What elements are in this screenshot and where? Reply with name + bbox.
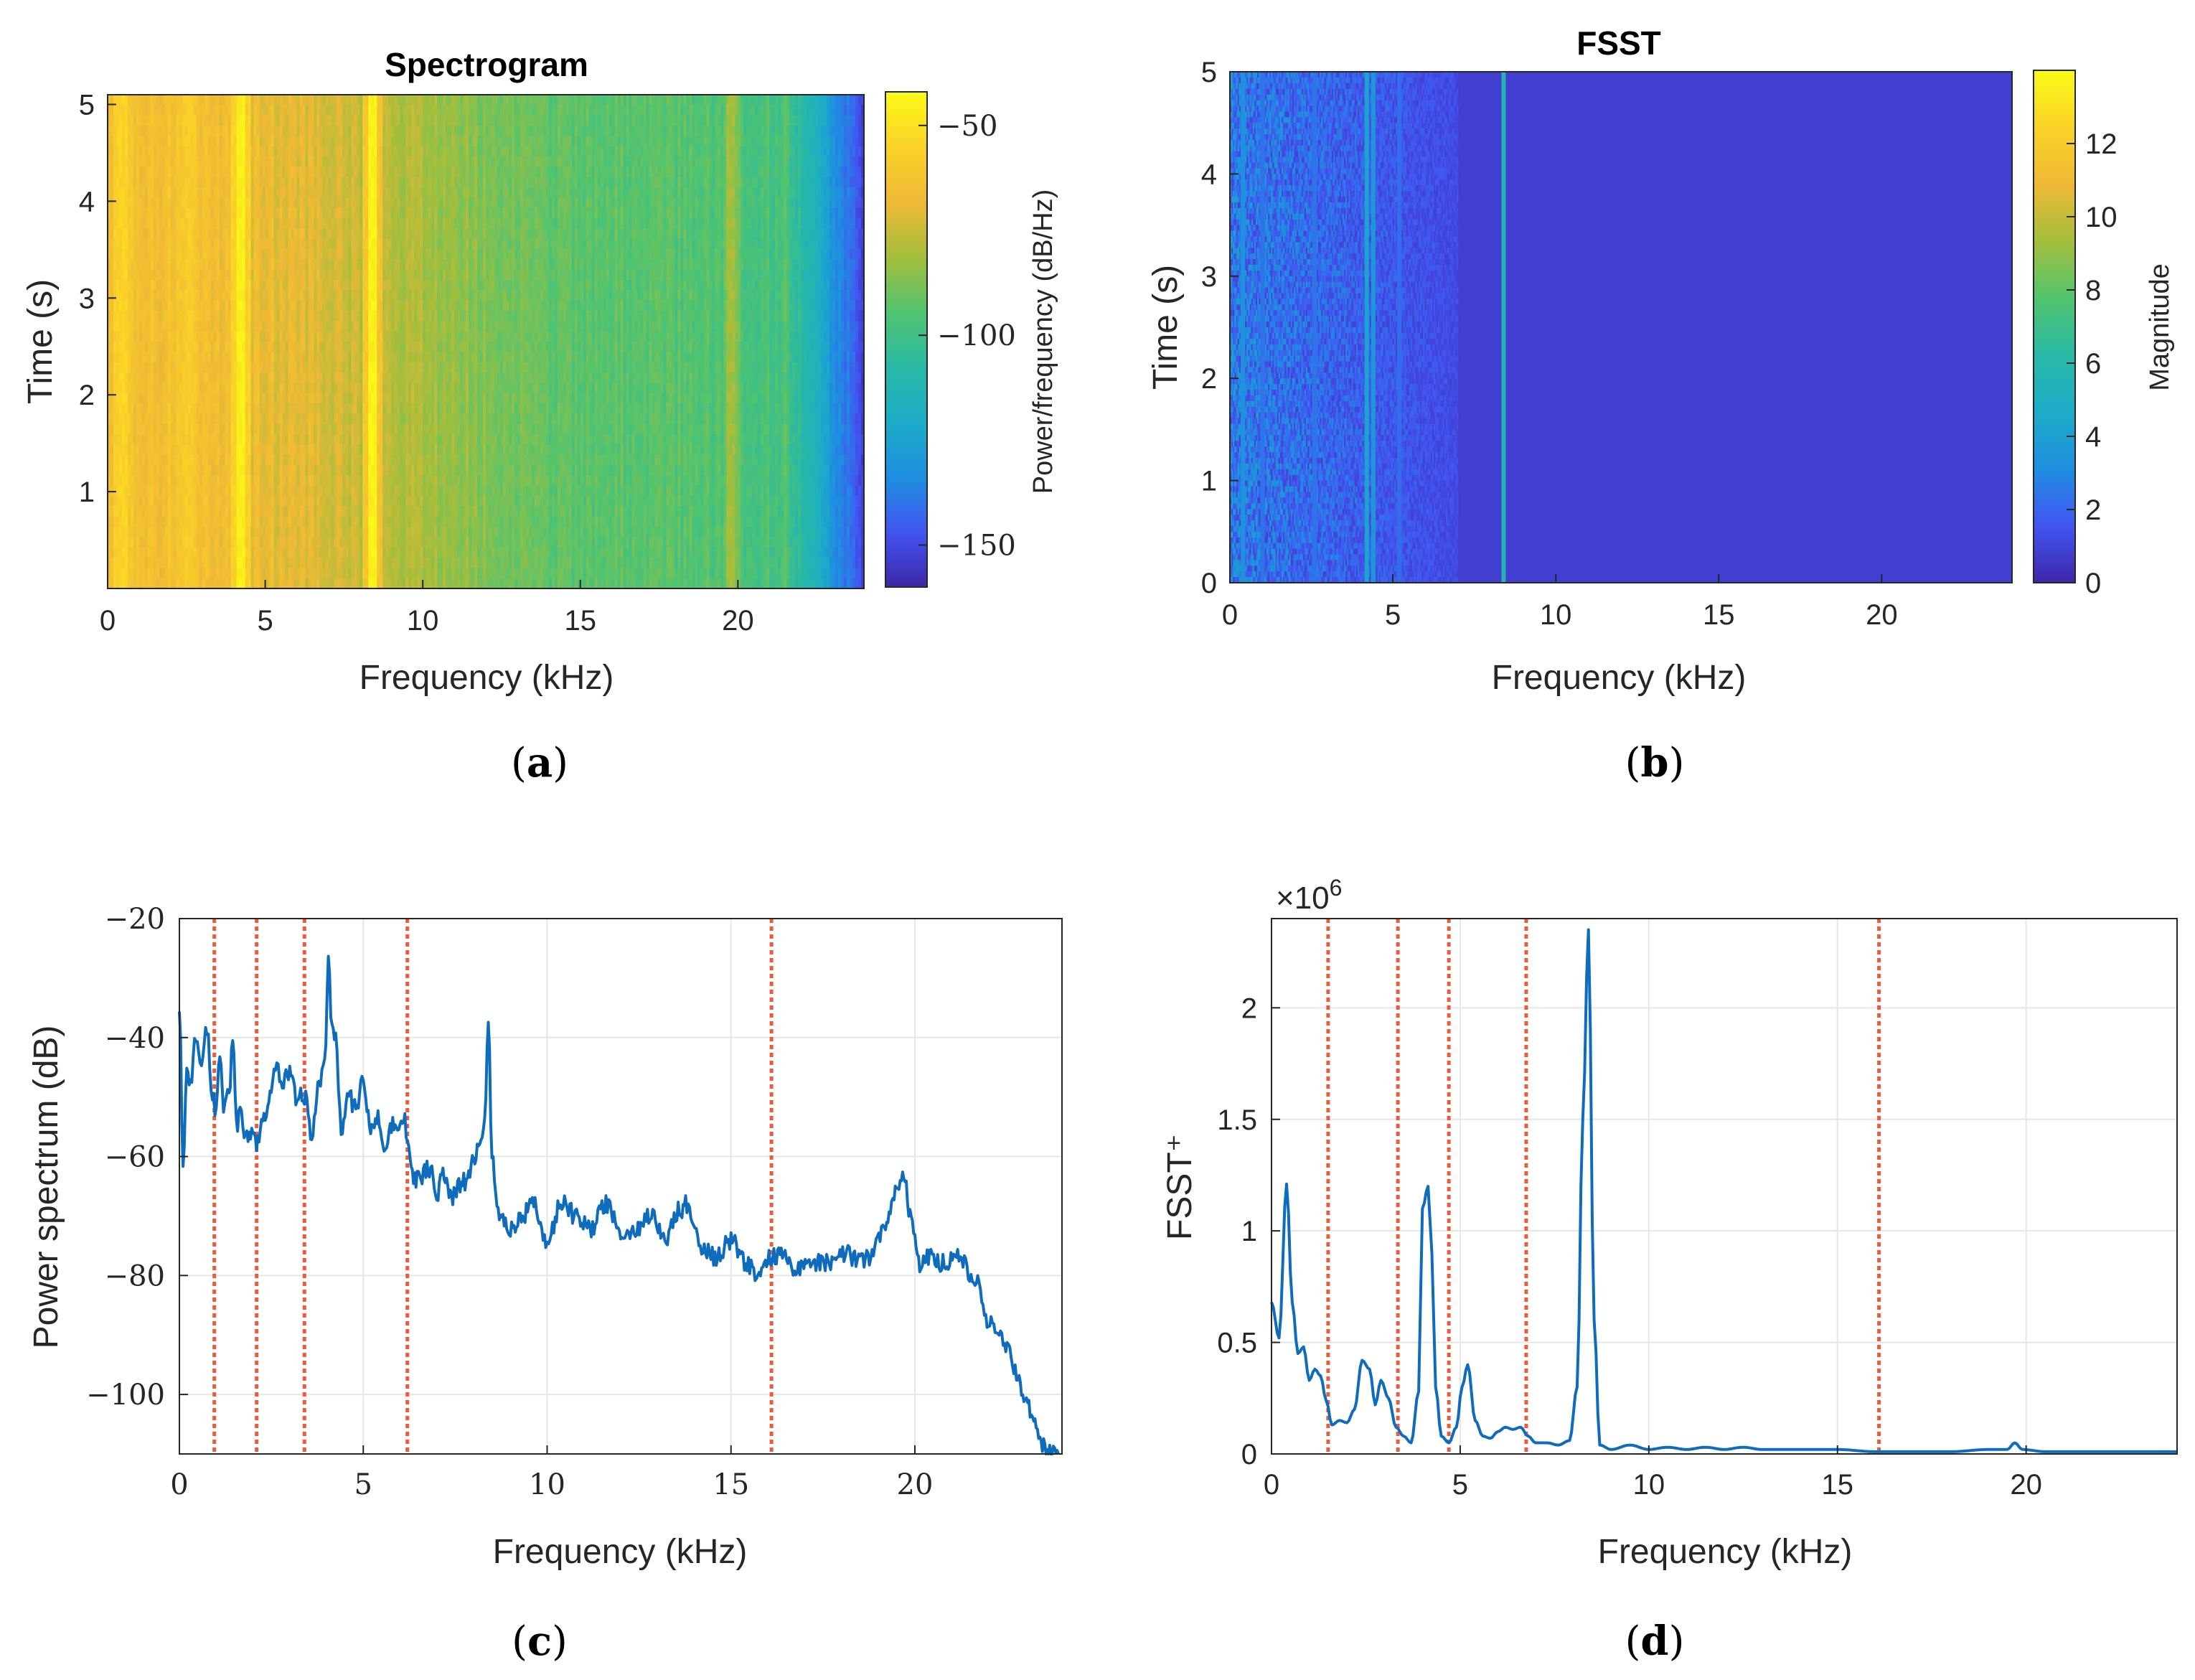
power-spectrum-y-label: Power spectrum (dB) <box>27 1026 65 1349</box>
fsst-plus-panel: 0 5 10 15 20 00.511.52 ×106 Frequency (kHz) … <box>1161 875 2177 1665</box>
y-tick-label: 2 <box>1201 363 1217 395</box>
x-tick-label: 10 <box>1633 1469 1665 1501</box>
x-tick-label: 0 <box>1222 599 1238 631</box>
fsst-heatmap <box>1230 72 2012 583</box>
colorbar-tick-label: 4 <box>2085 421 2101 453</box>
panel-label-c: (c) <box>512 1618 568 1665</box>
fsst-plus-multiplier: ×106 <box>1276 875 1342 916</box>
colorbar-tick-label: 12 <box>2085 128 2118 160</box>
y-tick-label: −80 <box>105 1259 165 1292</box>
x-tick-label: 10 <box>529 1468 565 1501</box>
y-tick-label: 0 <box>1241 1439 1257 1470</box>
y-tick-label: 1.5 <box>1217 1104 1257 1136</box>
x-tick-label: 5 <box>1452 1469 1468 1501</box>
colorbar-tick-label: 0 <box>2085 568 2101 599</box>
spectrogram-panel: Spectrogram 0 5 10 15 20 1 2 3 4 5 Frequency (kH… <box>22 46 1058 787</box>
y-tick-label: 2 <box>1241 992 1257 1024</box>
y-tick-label: −60 <box>105 1141 165 1174</box>
fsst-plus-y-label: FSST⁺ <box>1161 1134 1199 1240</box>
x-tick-label: 10 <box>1540 599 1572 631</box>
x-tick-label: 5 <box>257 605 273 637</box>
x-tick-label: 10 <box>407 605 439 637</box>
x-tick-label: 0 <box>1264 1469 1279 1501</box>
y-tick-label: 4 <box>1201 159 1217 190</box>
colorbar-tick-label: −100 <box>937 319 1016 352</box>
spectrogram-colorbar-label: Power/frequency (dB/Hz) <box>1028 189 1058 494</box>
y-tick-label: 5 <box>1201 57 1217 88</box>
fsst-plus-y-ticks: 0 0.5 1 1.5 2 <box>1217 992 1280 1470</box>
x-tick-label: 20 <box>897 1468 934 1501</box>
y-tick-label: 3 <box>1201 261 1217 293</box>
y-tick-label: 1 <box>79 477 95 508</box>
spectrogram-title: Spectrogram <box>385 46 588 83</box>
panel-label-b: (b) <box>1625 739 1685 787</box>
y-tick-label: 2 <box>79 380 95 411</box>
y-tick-label: 1 <box>1201 466 1217 497</box>
power-spectrum-y-ticks: −100 −80 −60 −40 −20 <box>86 903 188 1412</box>
y-tick-label: 3 <box>79 283 95 314</box>
y-tick-label: −100 <box>86 1379 165 1412</box>
x-tick-label: 5 <box>354 1468 372 1501</box>
colorbar-tick-label: 2 <box>2085 494 2101 526</box>
fsst-plus-axes-bg <box>1272 919 2177 1454</box>
spectrogram-colorbar <box>885 92 927 587</box>
spectrogram-heatmap <box>108 95 865 589</box>
fsst-colorbar-label: Magnitude <box>2145 263 2175 390</box>
colorbar-tick-label: 6 <box>2085 348 2101 380</box>
y-tick-label: 1 <box>1241 1216 1257 1247</box>
y-tick-label: −40 <box>105 1022 165 1055</box>
y-tick-label: −20 <box>105 903 165 936</box>
spectrogram-y-label: Time (s) <box>22 279 60 404</box>
x-tick-label: 5 <box>1385 599 1401 631</box>
y-tick-label: 0 <box>1201 568 1217 599</box>
colorbar-tick-label: 8 <box>2085 275 2101 306</box>
fsst-colorbar <box>2034 70 2075 583</box>
x-tick-label: 15 <box>1822 1469 1854 1501</box>
fsst-y-label: Time (s) <box>1147 265 1185 390</box>
x-tick-label: 20 <box>722 605 754 637</box>
fsst-title: FSST <box>1576 24 1661 62</box>
x-tick-label: 15 <box>565 605 597 637</box>
fsst-plus-x-label: Frequency (kHz) <box>1598 1533 1853 1571</box>
y-tick-label: 0.5 <box>1217 1328 1257 1359</box>
power-spectrum-axes-bg <box>179 919 1062 1454</box>
spectrogram-colorbar-ticks: −50 −100 −150 <box>918 110 1016 563</box>
x-tick-label: 15 <box>713 1468 749 1501</box>
colorbar-tick-label: −150 <box>937 530 1016 563</box>
x-tick-label: 15 <box>1703 599 1735 631</box>
x-tick-label: 20 <box>2010 1469 2042 1501</box>
spectrogram-x-label: Frequency (kHz) <box>359 659 614 697</box>
y-tick-label: 5 <box>79 89 95 121</box>
x-tick-label: 20 <box>1866 599 1898 631</box>
power-spectrum-panel: 0 5 10 15 20 −100 −80 −60 −40 −20 Frequency (kHz… <box>27 903 1062 1665</box>
panel-label-a: (a) <box>511 739 568 787</box>
x-tick-label: 0 <box>100 605 116 637</box>
x-tick-label: 0 <box>170 1468 188 1501</box>
y-tick-label: 4 <box>79 186 95 217</box>
power-spectrum-x-label: Frequency (kHz) <box>493 1533 748 1571</box>
colorbar-tick-label: 10 <box>2085 202 2118 233</box>
fsst-x-label: Frequency (kHz) <box>1492 659 1747 697</box>
panel-label-d: (d) <box>1625 1618 1685 1665</box>
colorbar-tick-label: −50 <box>937 110 997 143</box>
